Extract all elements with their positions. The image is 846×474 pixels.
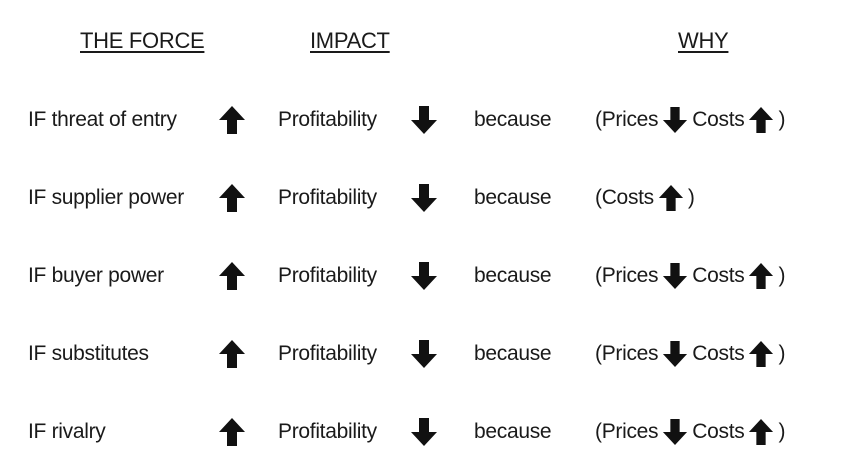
down-arrow-icon xyxy=(662,106,688,134)
why-close-paren: ) xyxy=(687,186,695,209)
up-arrow-icon xyxy=(218,261,246,291)
header-impact: IMPACT xyxy=(310,28,390,53)
because-label: because xyxy=(474,186,552,209)
impact-label: Profitability xyxy=(278,186,377,209)
why-text: (Prices xyxy=(595,264,659,287)
down-arrow-icon xyxy=(410,339,438,369)
why-close-paren: ) xyxy=(778,342,786,365)
up-arrow-icon xyxy=(218,183,246,213)
down-arrow-icon xyxy=(410,417,438,447)
force-label: IF buyer power xyxy=(28,264,164,287)
down-arrow-icon xyxy=(410,261,438,291)
table-row: IF buyer power Profitability because (Price… xyxy=(0,256,846,296)
down-arrow-icon xyxy=(662,340,688,368)
why-close-paren: ) xyxy=(778,264,786,287)
why-text: (Prices xyxy=(595,420,659,443)
impact-label: Profitability xyxy=(278,342,377,365)
table-row: IF rivalry Profitability because (Prices Cos… xyxy=(0,412,846,452)
why-text: Costs xyxy=(692,420,745,443)
up-arrow-icon xyxy=(748,262,774,290)
down-arrow-icon xyxy=(662,262,688,290)
why-text: Costs xyxy=(692,108,745,131)
why-text: (Costs xyxy=(595,186,654,209)
why-explanation: (Prices Costs) xyxy=(595,100,785,140)
why-text: (Prices xyxy=(595,342,659,365)
up-arrow-icon xyxy=(218,417,246,447)
up-arrow-icon xyxy=(658,184,684,212)
why-explanation: (Costs) xyxy=(595,178,695,218)
header-the-force: THE FORCE xyxy=(80,28,205,53)
force-label: IF rivalry xyxy=(28,420,106,443)
up-arrow-icon xyxy=(748,418,774,446)
table-row: IF threat of entry Profitability because (P… xyxy=(0,100,846,140)
why-close-paren: ) xyxy=(778,108,786,131)
up-arrow-icon xyxy=(748,340,774,368)
because-label: because xyxy=(474,342,552,365)
force-label: IF threat of entry xyxy=(28,108,177,131)
impact-label: Profitability xyxy=(278,108,377,131)
up-arrow-icon xyxy=(218,105,246,135)
up-arrow-icon xyxy=(748,106,774,134)
why-explanation: (Prices Costs) xyxy=(595,334,785,374)
why-text: (Prices xyxy=(595,108,659,131)
header-why: WHY xyxy=(678,28,729,53)
force-label: IF substitutes xyxy=(28,342,149,365)
impact-label: Profitability xyxy=(278,264,377,287)
down-arrow-icon xyxy=(410,105,438,135)
because-label: because xyxy=(474,420,552,443)
down-arrow-icon xyxy=(410,183,438,213)
why-close-paren: ) xyxy=(778,420,786,443)
why-text: Costs xyxy=(692,264,745,287)
down-arrow-icon xyxy=(662,418,688,446)
table-row: IF substitutes Profitability because (Price… xyxy=(0,334,846,374)
why-text: Costs xyxy=(692,342,745,365)
impact-label: Profitability xyxy=(278,420,377,443)
because-label: because xyxy=(474,264,552,287)
force-label: IF supplier power xyxy=(28,186,184,209)
up-arrow-icon xyxy=(218,339,246,369)
why-explanation: (Prices Costs) xyxy=(595,412,785,452)
because-label: because xyxy=(474,108,552,131)
table-row: IF supplier power Profitability because (Co… xyxy=(0,178,846,218)
why-explanation: (Prices Costs) xyxy=(595,256,785,296)
